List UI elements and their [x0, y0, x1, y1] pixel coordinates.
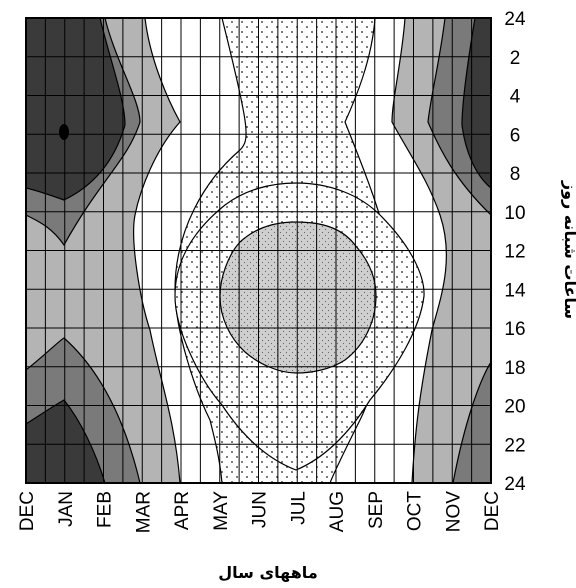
contour-region-darkest-left-top: [26, 18, 126, 201]
x-tick-label: DEC: [17, 491, 38, 531]
x-tick-label: NOV: [443, 491, 464, 533]
x-tick-label: AUG: [327, 491, 348, 532]
plot-frame: [25, 17, 492, 484]
y-tick-label: 18: [504, 358, 525, 379]
y-tick-label: 6: [510, 125, 521, 146]
x-tick-label: MAR: [133, 491, 154, 533]
contour-region-darkest-right: [461, 18, 491, 189]
y-tick-label: 8: [510, 164, 521, 185]
y-tick-label: 4: [510, 87, 521, 108]
x-tick-label: JUN: [250, 491, 271, 528]
x-tick-label: JAN: [56, 491, 77, 527]
y-tick-label: 20: [504, 397, 525, 418]
y-tick-label: 24: [504, 474, 526, 495]
x-tick-label: DEC: [482, 491, 503, 531]
y-tick-label: 22: [504, 435, 525, 456]
y-axis-title: ساعات شبانه روز: [561, 180, 576, 319]
x-tick-label: APR: [172, 491, 193, 530]
x-axis-title: ماههای سال: [218, 563, 317, 582]
y-tick-label: 16: [504, 319, 525, 340]
x-tick-label: FEB: [95, 491, 116, 528]
x-tick-label: MAY: [211, 491, 232, 531]
x-tick-label: SEP: [366, 491, 387, 529]
y-tick-label: 12: [504, 242, 525, 263]
x-tick-labels: DEC JAN FEB MAR APR MAY JUN JUL AUG SEP OCT NOV DEC: [17, 491, 503, 534]
y-tick-label: 2: [510, 48, 521, 69]
minimum-marker: [59, 124, 69, 140]
y-tick-label: 24: [504, 9, 526, 30]
y-tick-label: 14: [504, 280, 526, 301]
x-tick-label: JUL: [288, 491, 309, 525]
x-tick-label: OCT: [405, 491, 426, 532]
contour-region-peak: [219, 221, 377, 374]
y-tick-label: 10: [504, 203, 525, 224]
